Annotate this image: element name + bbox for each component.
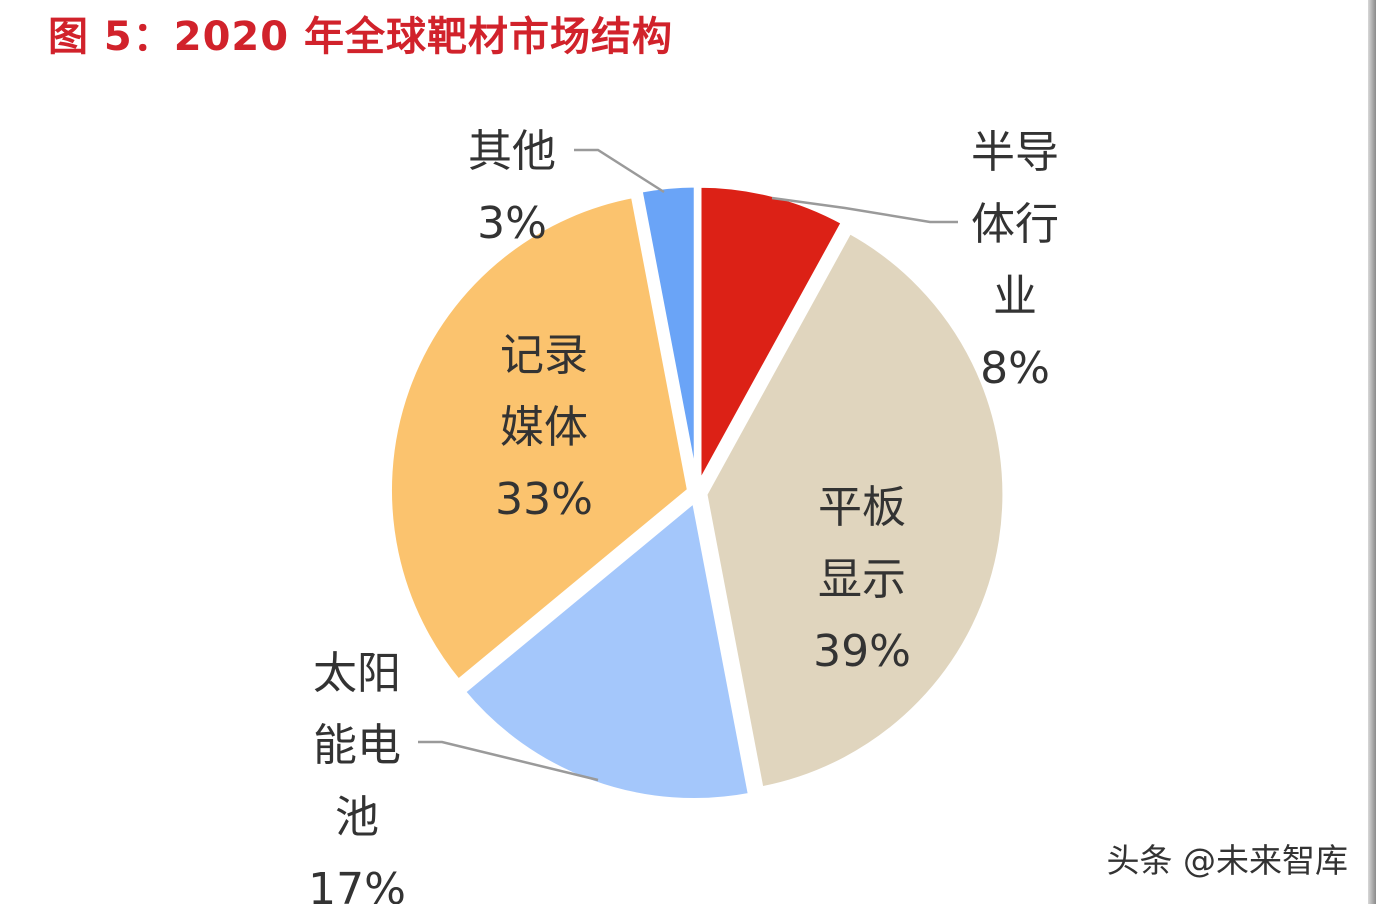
pie-slice-5: [637, 182, 699, 488]
pie-slice-2: [702, 228, 1008, 792]
leader-line-1: [771, 196, 958, 224]
slice-label-2: 平板显示 39%: [813, 482, 911, 677]
slice-category-line: 显示: [818, 554, 906, 605]
slice-percent: 17%: [308, 864, 406, 904]
chart-title: 图 5：2020 年全球靶材市场结构: [48, 14, 674, 60]
slice-category-line: 媒体: [500, 402, 588, 453]
slice-category-line: 平板: [818, 482, 906, 533]
slice-percent: 8%: [980, 343, 1050, 394]
slice-category-line: 业: [993, 271, 1037, 322]
slice-category-line: 太阳: [313, 648, 401, 699]
slice-category-line: 记录: [500, 330, 588, 381]
slice-label-5: 其他 3%: [468, 126, 556, 249]
pie-slice-3: [460, 498, 754, 804]
slice-category-line: 能电: [313, 720, 401, 771]
pie-slice-4: [387, 193, 692, 685]
slice-category-line: 体行: [971, 199, 1059, 250]
leader-line-5: [574, 148, 665, 194]
pie-slice-1: [696, 182, 847, 488]
slice-category-line: 其他: [468, 126, 556, 177]
slice-labels: 半导体行业 8% 平板显示 39% 太阳能电池 17% 记录媒体 33% 其他 3%: [308, 126, 1059, 904]
slice-category-line: 半导: [971, 127, 1059, 178]
slice-label-3: 太阳能电池 17%: [308, 648, 406, 904]
leader-line-3: [418, 740, 599, 782]
pie-slices: [387, 182, 1008, 804]
right-edge-border: [1368, 0, 1376, 904]
slice-percent: 33%: [495, 474, 593, 525]
slice-label-1: 半导体行业 8%: [971, 127, 1059, 394]
slice-category-line: 池: [335, 792, 379, 843]
slice-percent: 39%: [813, 626, 911, 677]
slice-label-4: 记录媒体 33%: [495, 330, 593, 525]
slice-percent: 3%: [477, 198, 547, 249]
watermark: 头条 @未来智库: [1106, 841, 1349, 880]
leader-lines: [418, 148, 958, 782]
